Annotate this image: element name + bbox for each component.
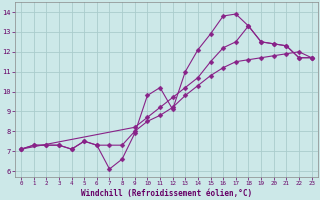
X-axis label: Windchill (Refroidissement éolien,°C): Windchill (Refroidissement éolien,°C) (81, 189, 252, 198)
